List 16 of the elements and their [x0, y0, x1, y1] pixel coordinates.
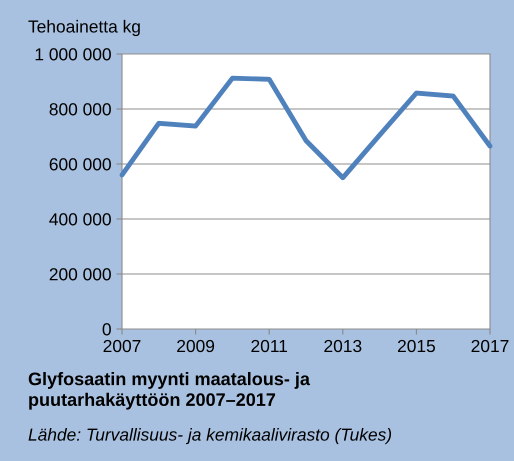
- x-tick-label: 2011: [251, 340, 288, 352]
- y-tick-label: 1 000 000: [36, 48, 111, 60]
- x-tick-label: 2013: [324, 340, 362, 352]
- y-tick-label: 200 000: [50, 268, 111, 280]
- y-tick-label: 600 000: [50, 158, 111, 170]
- x-tick-label: 2017: [472, 340, 508, 352]
- y-tick-label: 0: [102, 323, 111, 336]
- y-tick-label: 800 000: [50, 103, 111, 116]
- y-tick-label: 400 000: [49, 213, 111, 226]
- line-series: [120, 76, 492, 180]
- text: Lähde: Turvallisuus- ja kemikaalivirasto (Tukes): [28, 428, 392, 444]
- y-axis-title: Tehoainetta kg: [28, 20, 140, 36]
- x-tick-label: 2009: [177, 340, 214, 352]
- x-tick-label: 2015: [398, 340, 435, 352]
- text: Glyfosaatin myynti maatalous- ja puutarhakäyttöön 2007–2017: [28, 372, 310, 410]
- x-tick-label: 2007: [104, 340, 140, 352]
